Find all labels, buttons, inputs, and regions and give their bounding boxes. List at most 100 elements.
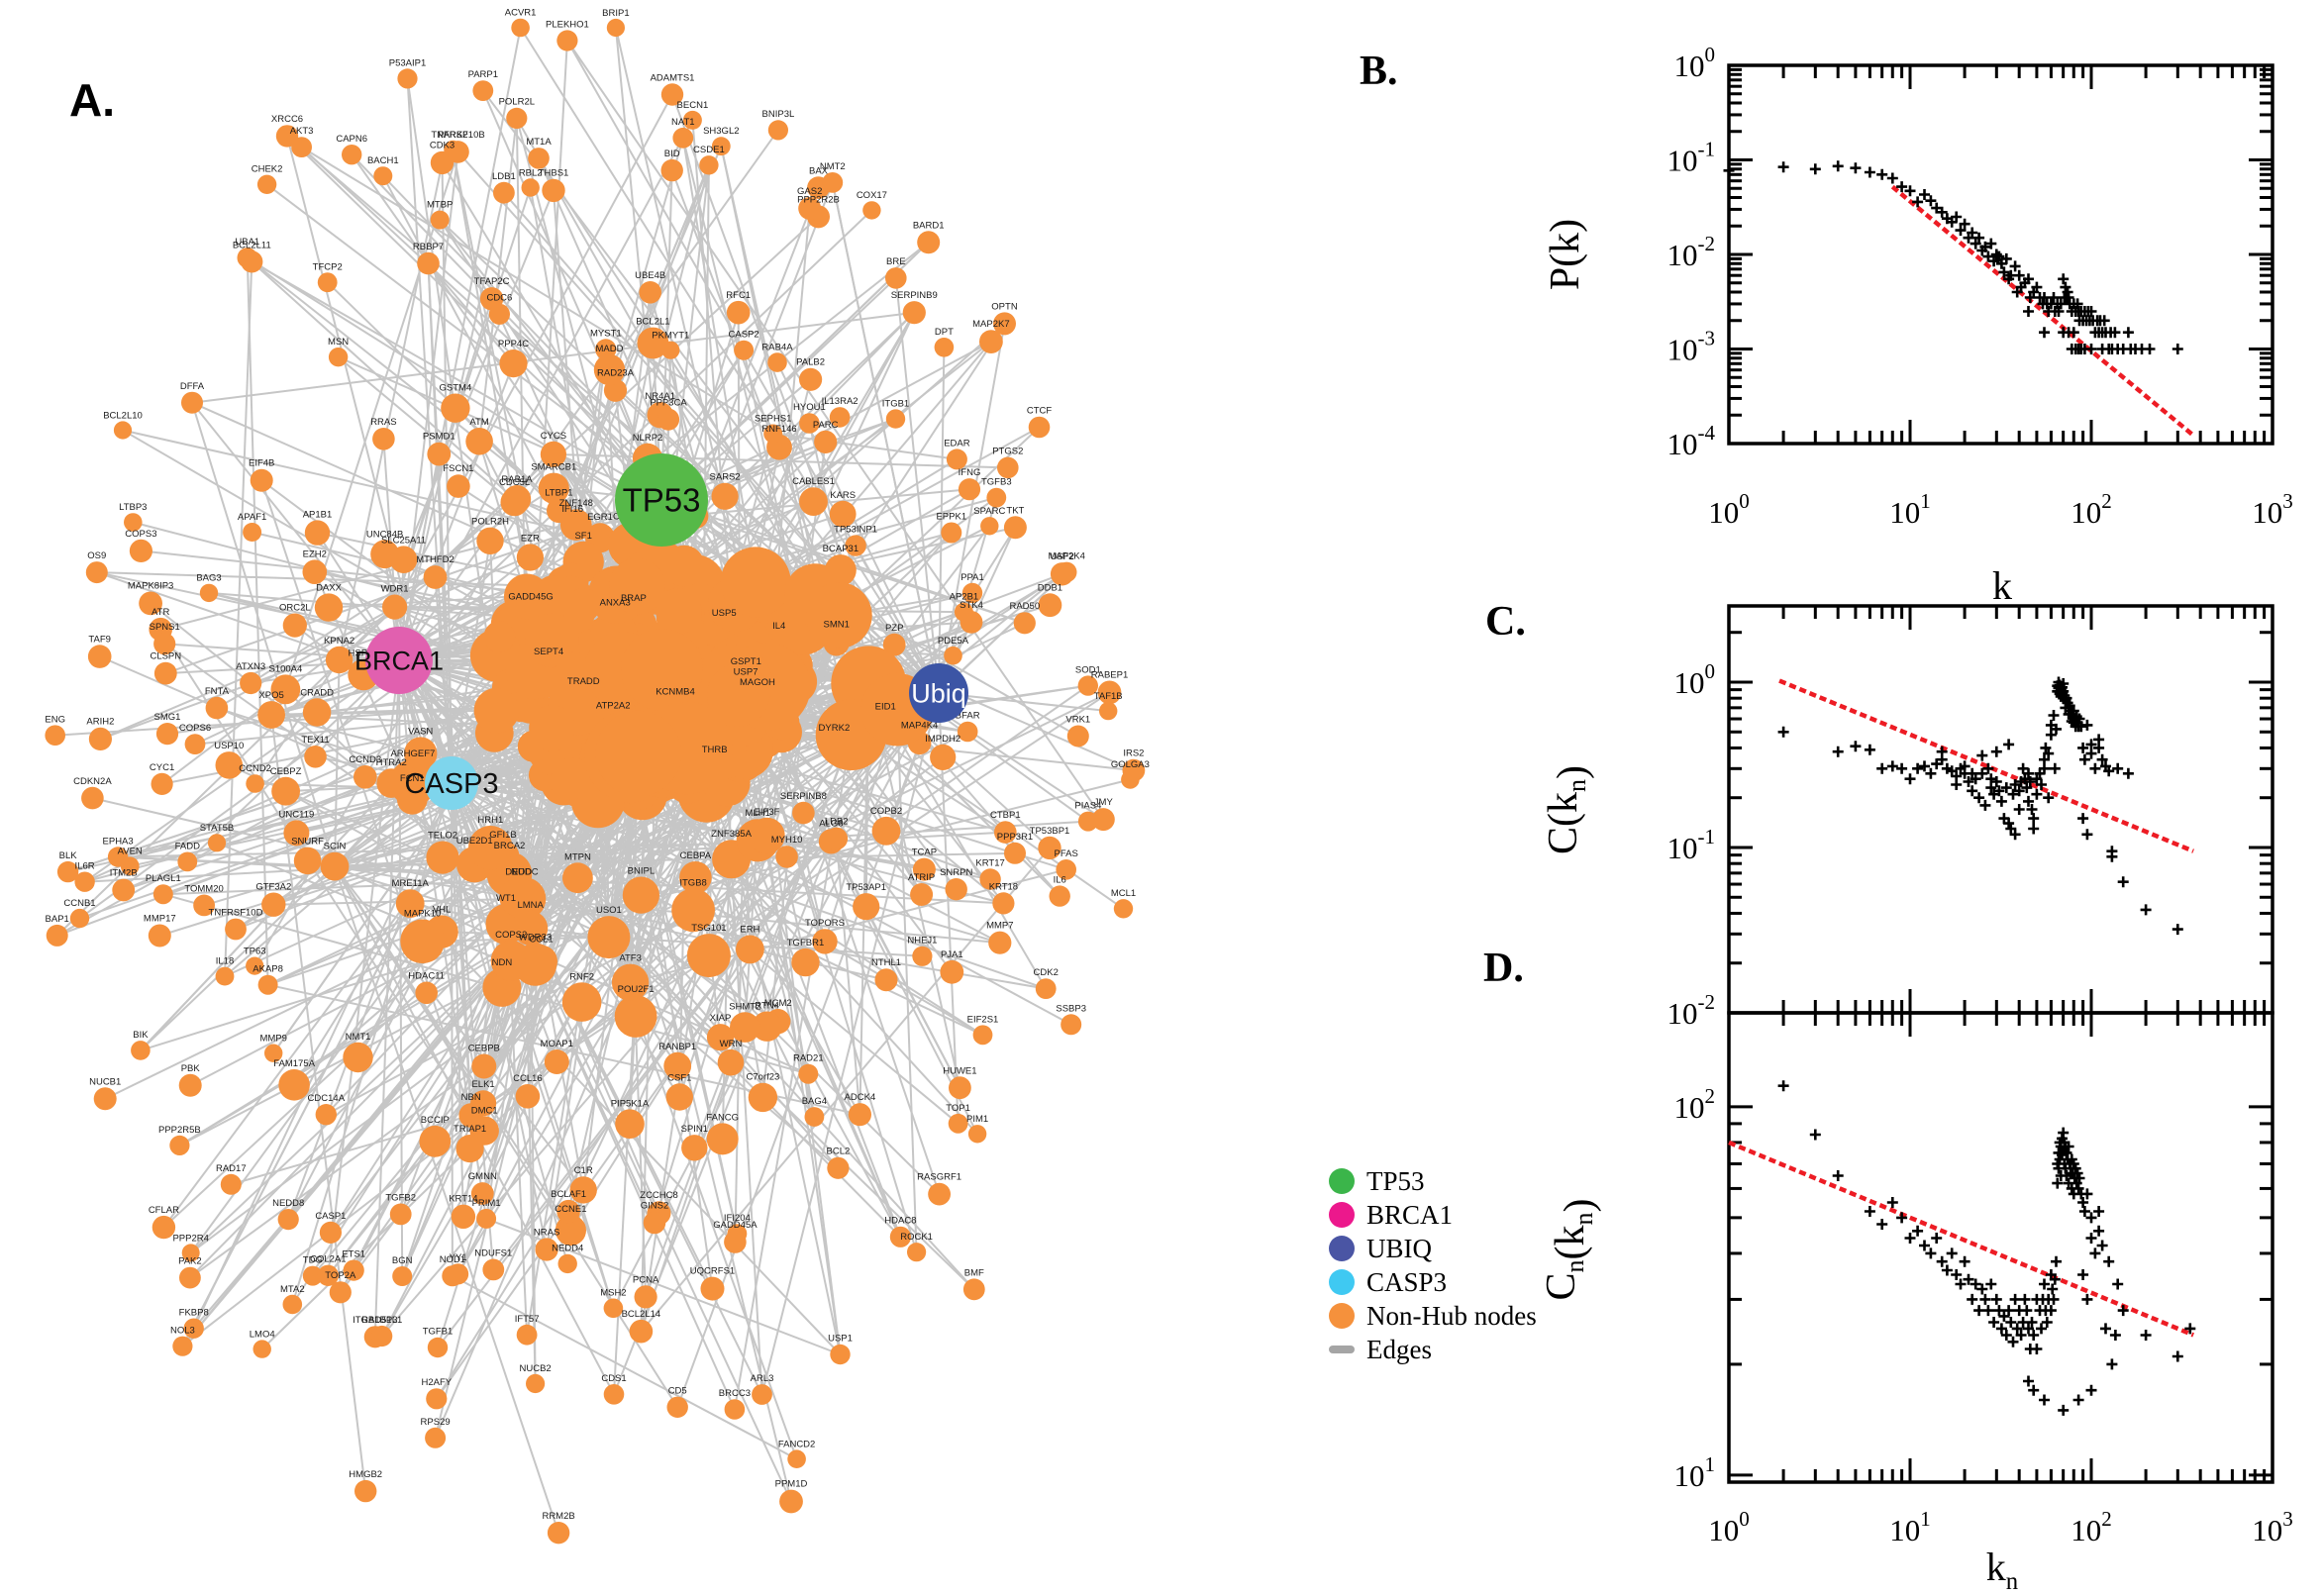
gene-node[interactable] xyxy=(603,1298,624,1319)
gene-node[interactable] xyxy=(404,737,438,770)
gene-node[interactable] xyxy=(1035,978,1057,999)
gene-node[interactable] xyxy=(417,251,440,275)
gene-node[interactable] xyxy=(672,127,694,149)
gene-node[interactable] xyxy=(556,1199,580,1224)
gene-node[interactable] xyxy=(1056,561,1077,583)
gene-node[interactable] xyxy=(261,892,286,917)
gene-node[interactable] xyxy=(252,1340,271,1358)
gene-node[interactable] xyxy=(614,995,657,1038)
gene-node[interactable] xyxy=(717,1048,745,1076)
gene-node[interactable] xyxy=(930,744,957,771)
gene-node[interactable] xyxy=(302,559,328,584)
gene-node[interactable] xyxy=(562,862,593,894)
gene-node[interactable] xyxy=(979,868,1001,890)
gene-node[interactable] xyxy=(948,1113,968,1134)
gene-node[interactable] xyxy=(814,430,838,453)
gene-node[interactable] xyxy=(682,110,702,130)
gene-node[interactable] xyxy=(853,893,880,921)
gene-node[interactable] xyxy=(278,1069,310,1101)
gene-node[interactable] xyxy=(483,621,516,652)
gene-node[interactable] xyxy=(317,272,338,293)
gene-node[interactable] xyxy=(430,210,450,230)
hub-node-tp53[interactable]: TP53 xyxy=(615,453,708,547)
gene-node[interactable] xyxy=(736,935,764,964)
gene-node[interactable] xyxy=(329,1281,352,1304)
hub-node-ubiq[interactable]: Ubiq xyxy=(909,663,968,723)
gene-node[interactable] xyxy=(172,1336,193,1356)
gene-node[interactable] xyxy=(538,472,569,504)
gene-node[interactable] xyxy=(529,705,575,751)
gene-node[interactable] xyxy=(1049,885,1070,907)
gene-node[interactable] xyxy=(1113,899,1134,919)
gene-node[interactable] xyxy=(945,878,967,901)
gene-node[interactable] xyxy=(423,565,448,589)
gene-node[interactable] xyxy=(827,1156,850,1179)
gene-node[interactable] xyxy=(882,633,906,656)
gene-node[interactable] xyxy=(275,125,299,148)
gene-node[interactable] xyxy=(473,687,520,734)
gene-node[interactable] xyxy=(502,485,532,514)
gene-node[interactable] xyxy=(551,757,594,800)
gene-node[interactable] xyxy=(205,696,229,720)
gene-node[interactable] xyxy=(482,1258,505,1281)
gene-node[interactable] xyxy=(593,353,626,386)
gene-node[interactable] xyxy=(442,1265,463,1287)
gene-node[interactable] xyxy=(169,1135,190,1155)
gene-node[interactable] xyxy=(988,931,1012,954)
gene-node[interactable] xyxy=(521,178,540,197)
gene-node[interactable] xyxy=(671,888,715,933)
gene-node[interactable] xyxy=(829,407,851,428)
gene-node[interactable] xyxy=(425,1427,447,1448)
gene-node[interactable] xyxy=(799,487,828,516)
gene-node[interactable] xyxy=(1028,416,1051,439)
gene-node[interactable] xyxy=(775,846,798,868)
gene-node[interactable] xyxy=(277,1209,299,1231)
gene-node[interactable] xyxy=(124,513,143,532)
gene-node[interactable] xyxy=(748,1082,778,1113)
gene-node[interactable] xyxy=(426,1388,448,1410)
gene-node[interactable] xyxy=(555,1215,587,1247)
gene-node[interactable] xyxy=(711,137,731,156)
gene-node[interactable] xyxy=(181,391,203,414)
gene-node[interactable] xyxy=(724,1399,746,1420)
gene-node[interactable] xyxy=(525,945,557,978)
gene-node[interactable] xyxy=(389,1203,412,1226)
gene-node[interactable] xyxy=(516,1324,538,1346)
gene-node[interactable] xyxy=(663,1051,692,1080)
gene-node[interactable] xyxy=(465,428,493,455)
gene-node[interactable] xyxy=(257,974,278,995)
gene-node[interactable] xyxy=(565,588,601,623)
gene-node[interactable] xyxy=(874,968,898,992)
gene-node[interactable] xyxy=(940,959,964,984)
gene-node[interactable] xyxy=(371,1325,393,1347)
gene-node[interactable] xyxy=(516,544,545,571)
gene-node[interactable] xyxy=(767,120,789,141)
gene-node[interactable] xyxy=(912,946,933,966)
gene-node[interactable] xyxy=(243,523,262,542)
gene-node[interactable] xyxy=(663,545,705,587)
gene-node[interactable] xyxy=(752,1384,772,1405)
gene-node[interactable] xyxy=(928,1182,951,1206)
gene-node[interactable] xyxy=(535,1238,558,1261)
gene-node[interactable] xyxy=(941,522,962,544)
gene-node[interactable] xyxy=(767,352,787,372)
gene-node[interactable] xyxy=(603,1384,625,1405)
gene-node[interactable] xyxy=(148,924,171,948)
gene-node[interactable] xyxy=(1060,1014,1082,1036)
gene-node[interactable] xyxy=(961,582,983,604)
gene-node[interactable] xyxy=(910,883,934,906)
gene-node[interactable] xyxy=(622,876,660,914)
gene-node[interactable] xyxy=(317,1264,339,1287)
gene-node[interactable] xyxy=(994,821,1017,844)
gene-node[interactable] xyxy=(825,827,849,850)
gene-node[interactable] xyxy=(354,1479,377,1503)
gene-node[interactable] xyxy=(993,312,1016,336)
gene-node[interactable] xyxy=(569,1176,597,1204)
gene-node[interactable] xyxy=(183,1318,204,1339)
gene-node[interactable] xyxy=(113,421,133,440)
gene-node[interactable] xyxy=(246,956,264,975)
gene-node[interactable] xyxy=(611,963,650,1001)
gene-node[interactable] xyxy=(504,573,550,620)
gene-node[interactable] xyxy=(711,482,739,510)
gene-node[interactable] xyxy=(342,145,362,165)
